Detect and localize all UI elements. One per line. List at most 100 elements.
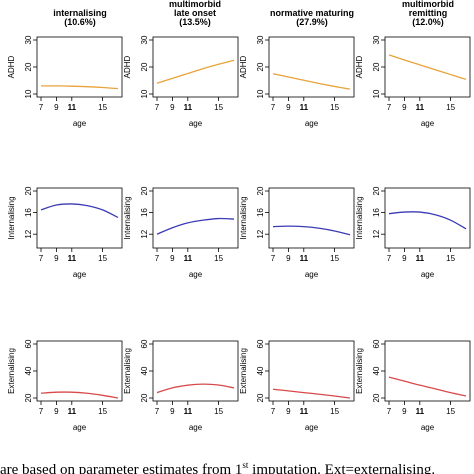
y-axis-label: ADHD [239,55,248,78]
y-axis-label: Internalising [355,196,364,239]
column-title-line: internalising [53,8,107,18]
x-tick-label: 7 [155,103,160,112]
x-tick-label: 15 [446,103,455,112]
x-tick-label: 7 [271,407,276,416]
x-tick-label: 15 [330,103,339,112]
y-tick-label: 30 [24,35,33,44]
y-axis-label: Externalising [239,348,248,394]
panel: 12 16 20 7 9 11 15 Internalising age [239,186,355,279]
x-axis-label: age [421,423,435,432]
x-tick-label: 9 [54,407,59,416]
x-tick-label: 9 [402,103,407,112]
x-axis-label: age [73,119,87,128]
y-tick-label: 16 [372,208,381,217]
trajectory-line [272,73,351,90]
y-tick-label: 40 [372,366,381,375]
caption-superscript: st [242,460,249,470]
y-tick-label: 20 [24,62,33,71]
x-tick-label: 11 [416,407,425,416]
x-tick-label: 11 [184,407,193,416]
panel: 20 40 60 7 9 11 15 Externalising age [355,339,471,432]
x-axis-label: age [305,423,319,432]
y-tick-label: 20 [372,62,381,71]
panel: 10 20 30 7 9 11 15 ADHD age [123,35,239,128]
panel: 20 40 60 7 9 11 15 Externalising age [7,339,123,432]
column-title-line: (13.5%) [179,17,211,27]
x-tick-label: 7 [387,103,392,112]
y-tick-label: 20 [140,62,149,71]
column-title-line: (10.6%) [64,17,96,27]
column-title-line: multimorbid [402,0,454,9]
plot-frame [384,340,471,402]
x-tick-label: 9 [170,103,175,112]
y-axis-label: ADHD [355,55,364,78]
trajectory-line [272,388,351,399]
y-tick-label: 20 [24,186,33,195]
x-axis-label: age [421,270,435,279]
y-tick-label: 40 [256,366,265,375]
plot-frame [152,36,239,98]
plot-frame [152,340,239,402]
plot-frame [152,187,239,249]
x-tick-label: 15 [98,407,107,416]
x-tick-label: 15 [446,407,455,416]
x-axis-label: age [189,119,203,128]
plot-frame [36,187,123,249]
plot-frame [268,187,355,249]
trajectory-line [40,391,119,399]
trajectory-line [156,383,235,394]
x-tick-label: 9 [54,254,59,263]
x-tick-label: 15 [330,407,339,416]
y-tick-label: 16 [140,208,149,217]
y-axis-label: Internalising [123,196,132,239]
panel: 20 40 60 7 9 11 15 Externalising age [239,339,355,432]
x-tick-label: 9 [402,254,407,263]
y-tick-label: 10 [24,89,33,98]
x-tick-label: 9 [170,254,175,263]
y-axis-label: ADHD [123,55,132,78]
y-tick-label: 16 [256,208,265,217]
x-tick-label: 11 [184,103,193,112]
x-tick-label: 7 [39,254,44,263]
x-tick-label: 9 [54,103,59,112]
trajectory-line [156,59,235,84]
column-title-line: normative maturing [270,8,354,18]
trajectory-line [272,225,351,236]
x-tick-label: 9 [286,254,291,263]
x-tick-label: 9 [286,103,291,112]
caption-prefix: are based on parameter estimates from 1 [0,462,243,474]
trajectory-line [40,85,119,90]
x-tick-label: 7 [39,407,44,416]
y-tick-label: 20 [256,186,265,195]
x-tick-label: 9 [286,407,291,416]
x-axis-label: age [189,270,203,279]
x-tick-label: 7 [271,103,276,112]
y-axis-label: Externalising [123,348,132,394]
y-tick-label: 60 [140,339,149,348]
x-tick-label: 11 [68,407,77,416]
y-tick-label: 20 [140,393,149,402]
y-tick-label: 30 [140,35,149,44]
y-tick-label: 20 [140,186,149,195]
x-tick-label: 15 [214,254,223,263]
trajectory-line [156,217,235,235]
x-tick-label: 11 [300,254,309,263]
panel: 12 16 20 7 9 11 15 Internalising age [355,186,471,279]
y-tick-label: 20 [256,62,265,71]
x-tick-label: 9 [170,407,175,416]
panel: 10 20 30 7 9 11 15 ADHD age [355,35,471,128]
column-title-line: (27.9%) [296,17,328,27]
y-axis-label: ADHD [7,55,16,78]
column-title-line: remitting [409,8,448,18]
x-tick-label: 15 [214,407,223,416]
x-tick-label: 11 [300,407,309,416]
y-tick-label: 12 [140,229,149,238]
trajectory-line [388,211,467,230]
x-axis-label: age [305,270,319,279]
x-tick-label: 11 [184,254,193,263]
x-tick-label: 15 [214,103,223,112]
column-title-line: multimorbid [169,0,221,9]
panel: 12 16 20 7 9 11 15 Internalising age [7,186,123,279]
